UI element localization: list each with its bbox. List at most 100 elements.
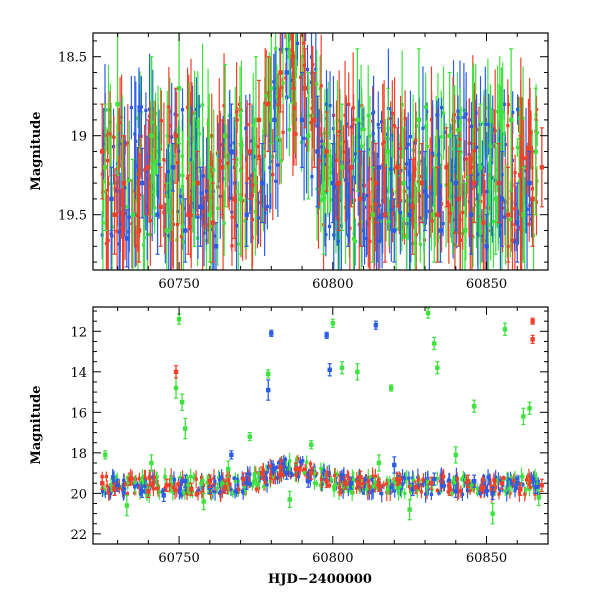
dense-point [488, 144, 492, 148]
dense-point [218, 478, 222, 482]
dense-point [451, 479, 455, 483]
data-point [435, 365, 440, 370]
data-point [324, 149, 329, 154]
dense-point [345, 484, 350, 489]
dense-point [393, 489, 397, 493]
dense-point [188, 491, 192, 495]
dense-point [325, 470, 329, 475]
dense-point [474, 203, 479, 207]
dense-point [366, 479, 370, 483]
dense-point [247, 474, 251, 478]
dense-point [163, 183, 168, 188]
dense-point [386, 486, 391, 490]
dense-point [392, 480, 396, 484]
dense-point [154, 486, 158, 490]
dense-point [120, 139, 124, 143]
data-point [309, 442, 314, 447]
dense-point [519, 475, 524, 479]
data-point [428, 481, 434, 486]
data-point [229, 149, 234, 154]
dense-point [370, 490, 374, 494]
data-point [530, 318, 535, 324]
dense-point [421, 126, 425, 130]
data-point [100, 149, 105, 154]
dense-point [426, 487, 430, 491]
dense-point [154, 159, 159, 163]
dense-point [460, 477, 464, 481]
dense-point [455, 199, 459, 203]
dense-point [463, 157, 467, 161]
dense-point [263, 101, 267, 105]
dense-point [360, 228, 364, 232]
dense-point [234, 224, 239, 228]
dense-point [393, 217, 397, 221]
dense-point [197, 488, 201, 492]
dense-point [489, 484, 493, 488]
dense-point [453, 230, 457, 234]
data-point [447, 133, 452, 138]
dense-point [366, 114, 370, 118]
data-point [395, 476, 400, 482]
dense-point [176, 482, 180, 486]
dense-point [225, 488, 230, 492]
dense-point [233, 489, 237, 493]
data-point [505, 212, 511, 217]
dense-point [274, 179, 278, 183]
dense-point [172, 154, 177, 158]
data-point [201, 499, 206, 504]
dense-point [396, 163, 400, 167]
data-point [336, 180, 342, 186]
dense-point [248, 482, 252, 486]
data-point [453, 452, 458, 458]
dense-point [433, 189, 437, 193]
dense-point [351, 237, 356, 241]
dense-point [276, 103, 280, 107]
dense-point [105, 484, 109, 488]
dense-point [123, 186, 127, 190]
dense-point [425, 144, 429, 149]
dense-point [315, 472, 319, 476]
dense-point [321, 471, 325, 475]
dense-point [409, 207, 413, 211]
data-point [447, 487, 452, 492]
dense-point [263, 207, 268, 211]
data-point [324, 479, 329, 484]
dense-point [465, 175, 470, 180]
dense-point [383, 160, 387, 164]
dense-point [450, 228, 455, 232]
dense-point [300, 462, 304, 466]
data-point [253, 117, 259, 123]
dense-point [254, 487, 258, 491]
data-point [164, 228, 169, 233]
dense-point [133, 485, 137, 489]
dense-point [313, 474, 317, 478]
dense-point [362, 184, 366, 188]
y-tick-label: 20 [70, 487, 87, 502]
dense-point [280, 85, 284, 90]
dense-point [268, 166, 272, 170]
dense-point [358, 486, 363, 490]
dense-point [380, 492, 384, 496]
dense-point [438, 479, 442, 483]
dense-point [218, 159, 222, 163]
dense-point [137, 172, 141, 176]
dense-point [301, 459, 305, 463]
data-point [266, 387, 271, 393]
dense-point [288, 466, 292, 470]
dense-point [245, 122, 249, 127]
dense-point [264, 94, 268, 98]
data-point [112, 487, 117, 492]
dense-point [451, 170, 455, 174]
dense-point [109, 134, 113, 138]
top-axes: 60750 60800 60850 18.5 19 19.5 [58, 33, 549, 292]
dense-point [264, 471, 268, 475]
dense-point [178, 475, 182, 480]
dense-point [524, 478, 529, 482]
dense-point [400, 475, 405, 479]
dense-point [211, 489, 215, 494]
data-point [302, 86, 308, 91]
dense-point [328, 103, 332, 108]
dense-point [455, 477, 460, 481]
dense-point [343, 113, 347, 117]
dense-point [331, 126, 336, 131]
